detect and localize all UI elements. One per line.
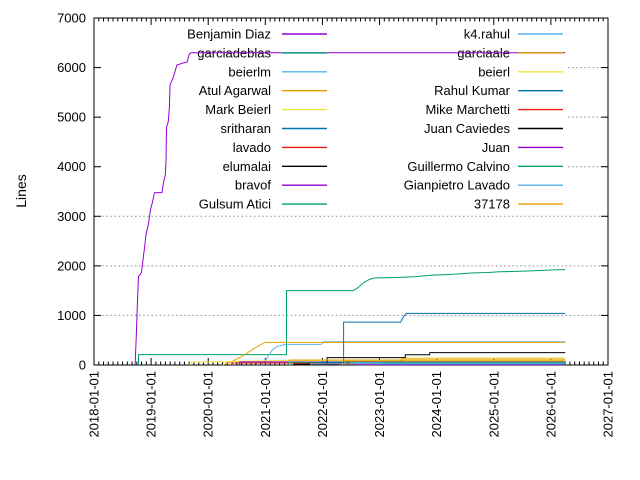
y-tick-label: 1000 xyxy=(57,308,86,323)
legend-label-beierlm: beierlm xyxy=(228,64,271,79)
x-tick-label: 2024-01-01 xyxy=(429,371,444,438)
y-tick-label: 3000 xyxy=(57,209,86,224)
series-line-juan-caviedes xyxy=(326,352,566,365)
series-line-beierlm xyxy=(260,341,566,366)
legend-label-elumalai: elumalai xyxy=(223,159,272,174)
x-tick-label: 2018-01-01 xyxy=(87,371,102,438)
legend-label-gianpietro-lavado: Gianpietro Lavado xyxy=(404,178,510,193)
x-tick-label: 2027-01-01 xyxy=(601,371,616,438)
legend-label-beierl: beierl xyxy=(478,64,510,79)
series-line-benjamin-diaz xyxy=(134,52,566,366)
x-tick-label: 2022-01-01 xyxy=(315,371,330,438)
legend-label-benjamin-diaz: Benjamin Diaz xyxy=(187,27,271,42)
y-tick-label: 2000 xyxy=(57,258,86,273)
y-tick-label: 7000 xyxy=(57,11,86,26)
x-tick-label: 2019-01-01 xyxy=(144,371,159,438)
legend-label-gulsum-atici: Gulsum Atici xyxy=(199,197,271,212)
x-tick-label: 2025-01-01 xyxy=(486,371,501,438)
y-tick-label: 6000 xyxy=(57,60,86,75)
legend-label-juan: Juan xyxy=(482,140,510,155)
legend-label-mark-beierl: Mark Beierl xyxy=(205,102,271,117)
legend-label-atul-agarwal: Atul Agarwal xyxy=(199,83,271,98)
series-line-guillermo-calvino xyxy=(379,362,566,365)
x-tick-label: 2021-01-01 xyxy=(258,371,273,438)
series-line-gianpietro-lavado xyxy=(310,363,566,365)
legend-label-lavado: lavado xyxy=(233,140,271,155)
y-axis-title: Lines xyxy=(13,174,29,208)
legend-label-juan-caviedes: Juan Caviedes xyxy=(424,121,510,136)
x-tick-label: 2020-01-01 xyxy=(201,371,216,438)
x-tick-label: 2026-01-01 xyxy=(543,371,558,438)
x-tick-label: 2023-01-01 xyxy=(372,371,387,438)
legend-label-rahul-kumar: Rahul Kumar xyxy=(434,83,511,98)
legend-label-bravof: bravof xyxy=(235,178,272,193)
legend-label-guillermo-calvino: Guillermo Calvino xyxy=(407,159,510,174)
legend-label-37178: 37178 xyxy=(474,197,510,212)
legend-label-mike-marchetti: Mike Marchetti xyxy=(425,102,510,117)
series-line-37178 xyxy=(288,358,566,365)
series-line-garciadeblas xyxy=(138,269,566,365)
y-tick-label: 4000 xyxy=(57,159,86,174)
legend-label-k4-rahul: k4.rahul xyxy=(464,27,510,42)
y-tick-label: 5000 xyxy=(57,110,86,125)
y-tick-label: 0 xyxy=(79,358,86,373)
series-line-rahul-kumar xyxy=(319,312,566,365)
legend-label-sritharan: sritharan xyxy=(220,121,271,136)
